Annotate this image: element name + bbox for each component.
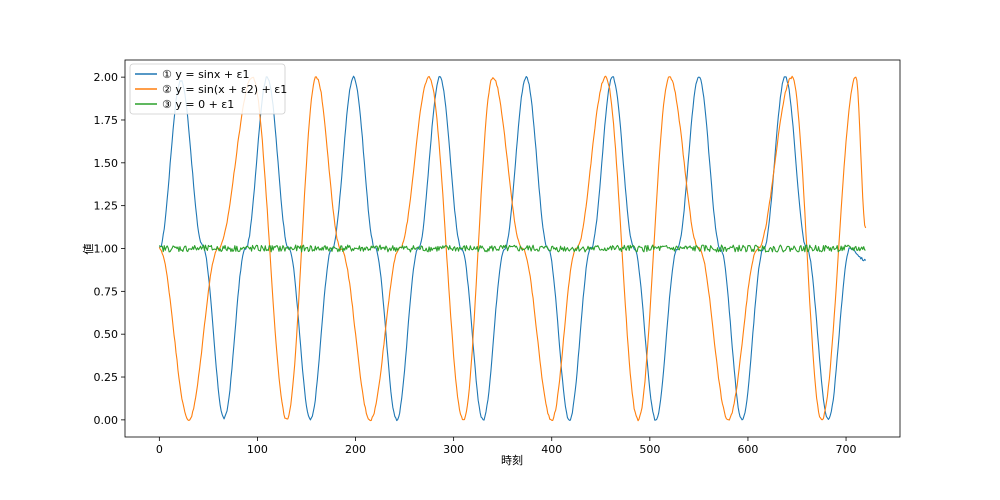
y-tick-label: 0.00	[94, 414, 119, 427]
series-line-2	[158, 75, 867, 422]
x-tick-label: 400	[541, 443, 562, 456]
y-tick-label: 1.50	[94, 157, 119, 170]
x-tick-label: 500	[639, 443, 660, 456]
x-tick-label: 200	[345, 443, 366, 456]
legend-label-series-1: ① y = sinx + ε1	[162, 68, 250, 81]
y-tick-label: 2.00	[94, 71, 119, 84]
y-tick-label: 1.00	[94, 243, 119, 256]
y-tick-label: 0.50	[94, 328, 119, 341]
x-tick-label: 100	[247, 443, 268, 456]
x-axis: 0 100 200 300 400 500 600 700	[156, 437, 857, 456]
y-tick-label: 0.25	[94, 371, 119, 384]
legend-label-series-2: ② y = sin(x + ε2) + ε1	[162, 83, 287, 96]
x-tick-label: 0	[156, 443, 163, 456]
x-tick-label: 600	[737, 443, 758, 456]
y-tick-label: 1.25	[94, 200, 119, 213]
y-tick-label: 0.75	[94, 285, 119, 298]
legend-box	[129, 63, 286, 115]
y-tick-label: 1.75	[94, 114, 119, 127]
legend: ① y = sinx + ε1 ② y = sin(x + ε2) + ε1 ③…	[129, 63, 287, 115]
series-line-3	[158, 244, 866, 253]
x-tick-label: 300	[443, 443, 464, 456]
legend-label-series-3: ③ y = 0 + ε1	[162, 98, 234, 111]
series-layer	[158, 75, 867, 422]
y-axis: 0.00 0.25 0.50 0.75 1.00 1.25 1.50 1.75 2.00	[94, 71, 125, 427]
x-axis-label: 時刻	[501, 453, 523, 467]
x-tick-label: 700	[836, 443, 857, 456]
series-line-1	[158, 75, 867, 422]
y-axis-label: 値	[82, 244, 95, 255]
